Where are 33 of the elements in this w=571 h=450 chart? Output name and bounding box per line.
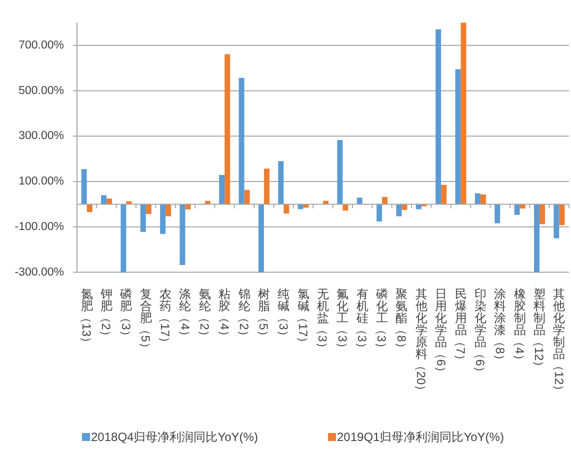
- x-tick-label: 涂料涂漆（8）: [492, 286, 507, 366]
- x-tick-label: 树脂（5）: [256, 286, 271, 342]
- x-tick-label: 其他化学原料（20）: [414, 286, 428, 397]
- x-tick-label: 有机硅（3）: [355, 286, 370, 354]
- y-tick-label: 700.00%: [18, 39, 64, 52]
- x-tick-label: 氨纶（2）: [198, 286, 212, 342]
- x-tick-label: 橡胶制品（4）: [512, 286, 526, 366]
- x-tick-label: 农药（17）: [158, 286, 172, 349]
- x-tick-label: 其他化学制品（12）: [552, 286, 566, 397]
- x-tick-label: 复合肥（5）: [138, 286, 153, 354]
- x-tick-label: 磷肥（3）: [118, 286, 133, 342]
- x-tick-label: 塑料制品（12）: [532, 286, 546, 373]
- x-tick-label: 印染化学品（6）: [473, 286, 488, 378]
- x-tick-label: 聚氨酯（8）: [394, 286, 408, 354]
- x-tick-label: 氟化工（3）: [335, 286, 350, 354]
- y-tick-label: 100.00%: [18, 176, 64, 188]
- legend-label: 2019Q1归母净利润同比YoY(%): [337, 430, 504, 444]
- legend-label: 2018Q4归母净利润同比YoY(%): [91, 430, 258, 444]
- y-tick-label: -300.00%: [14, 266, 64, 278]
- x-tick-label: 涤纶（4）: [178, 286, 192, 342]
- x-tick-label: 氮肥（13）: [80, 286, 94, 349]
- y-tick-label: 500.00%: [18, 84, 64, 97]
- x-tick-label: 氯碱（17）: [296, 286, 310, 349]
- x-tick-label: 民爆用品（7）: [453, 286, 468, 366]
- y-tick-label: -100.00%: [14, 220, 64, 233]
- x-tick-label: 锦纶（2）: [236, 286, 251, 342]
- x-tick-label: 无机盐（3）: [316, 286, 330, 354]
- x-tick-label: 粘胶（4）: [217, 286, 232, 342]
- x-tick-label: 日用化学品（6）: [434, 286, 448, 378]
- x-tick-label: 纯碱（3）: [276, 286, 290, 342]
- y-tick-label: 300.00%: [18, 130, 64, 142]
- x-tick-label: 磷化工（3）: [374, 286, 389, 354]
- x-tick-label: 钾肥（2）: [99, 286, 114, 342]
